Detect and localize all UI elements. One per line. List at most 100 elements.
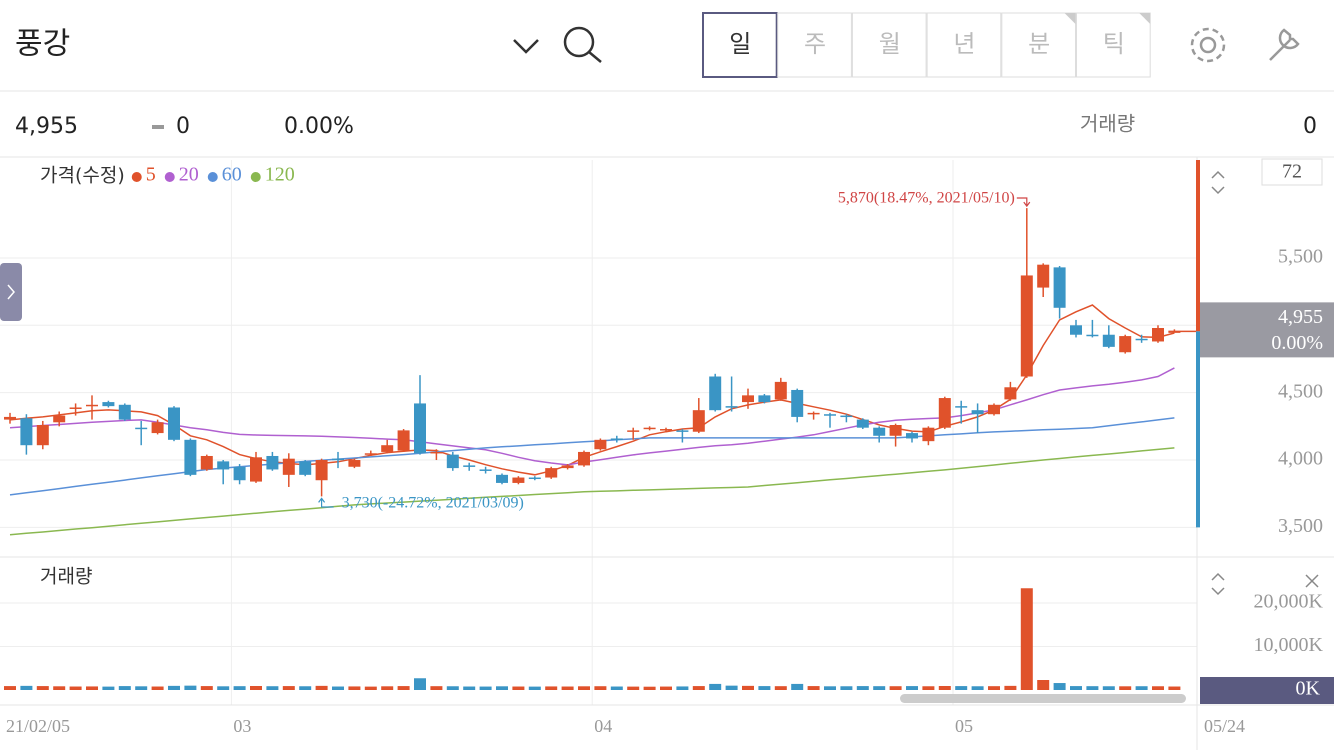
candle-body (135, 427, 148, 430)
volume-bar (725, 685, 738, 690)
high-annotation: 5,870(18.47%, 2021/05/10) (838, 190, 1015, 207)
scale-toggle[interactable] (1211, 170, 1225, 195)
moving-average-line (9, 304, 1175, 476)
candle-body (807, 412, 820, 415)
volume-bar (266, 686, 279, 690)
candle-body (20, 418, 33, 446)
candle-body (315, 460, 328, 481)
candle-body (414, 403, 426, 454)
candle-body (1152, 327, 1164, 342)
volume-bar (1053, 683, 1066, 690)
candle-body (578, 451, 590, 466)
candle-body (1037, 264, 1050, 288)
x-tick-label: 03 (233, 716, 251, 736)
volume-zero-box (1200, 677, 1334, 704)
volume-bar (1135, 686, 1148, 690)
volume-bar (364, 686, 377, 690)
price-range-down (1196, 331, 1200, 528)
price-change: 0 (176, 114, 190, 139)
volume-tick-label: 20,000K (1254, 591, 1324, 613)
grid (0, 160, 1197, 705)
legend-label: 5 (146, 164, 156, 186)
tab[interactable] (851, 12, 927, 78)
count-label: 72 (1282, 161, 1302, 183)
close-pane[interactable] (1305, 574, 1319, 588)
tab[interactable] (926, 12, 1002, 78)
dropdown-icon[interactable] (513, 39, 539, 54)
tab-label[interactable]: 주 (804, 30, 826, 58)
candle-body (709, 376, 722, 411)
volume-bar (1070, 686, 1082, 690)
tab[interactable] (777, 12, 852, 78)
tab-label[interactable]: 일 (729, 30, 751, 58)
tool-icon[interactable] (1269, 28, 1300, 61)
legend: 가격(수정) 5 20 60 120 (40, 164, 295, 187)
volume-bar (1004, 685, 1017, 690)
candle-body (250, 457, 262, 482)
volume-bar (692, 686, 705, 690)
candle-body (676, 430, 689, 432)
side-handle[interactable] (0, 263, 22, 321)
legend-label: 20 (179, 164, 199, 186)
volume-bar (889, 686, 902, 690)
settings-icon[interactable] (1190, 27, 1226, 63)
candle-body (184, 439, 197, 475)
moving-average-line (9, 447, 1175, 536)
volume-bar (988, 686, 1000, 690)
volume-bar (660, 686, 672, 690)
candle-body (955, 406, 968, 408)
candle-body (446, 454, 459, 469)
plot (4, 208, 1181, 690)
volume-bar (315, 685, 328, 690)
volume-bar (20, 685, 33, 690)
volume-value: 0 (1303, 114, 1317, 139)
volume-bar (906, 686, 918, 690)
count-box[interactable] (1261, 158, 1323, 186)
volume-bar (479, 686, 492, 690)
scrollbar[interactable] (900, 694, 1186, 703)
volume-bar (463, 686, 476, 690)
price-tag (1200, 302, 1334, 358)
volume-bar (791, 683, 804, 690)
candle-body (528, 477, 541, 480)
volume-bar (381, 686, 394, 690)
x-tick-label: 05/24 (1204, 716, 1245, 736)
tab-label[interactable]: 틱 (1103, 30, 1125, 58)
volume-bar (840, 686, 853, 690)
volume-bar (135, 686, 148, 690)
scale-toggle[interactable] (1211, 572, 1225, 596)
volume-bar (774, 686, 787, 690)
flat-icon (152, 125, 164, 129)
volume-bar (938, 686, 951, 690)
candle-body (479, 469, 492, 471)
candle-body (430, 451, 443, 454)
candle-body (496, 474, 508, 483)
volume-bar (184, 685, 197, 690)
candle-body (397, 430, 410, 451)
stock-title: 풍강 (15, 27, 70, 62)
candle-body (610, 438, 623, 440)
volume-bar (709, 683, 722, 690)
candle-body (348, 460, 361, 467)
tab[interactable] (1001, 12, 1076, 78)
candle-body (758, 395, 771, 403)
tab[interactable] (1076, 12, 1151, 78)
candle-body (725, 406, 738, 408)
legend-label: 60 (222, 164, 242, 186)
tab-label[interactable]: 월 (879, 30, 901, 58)
tab-label[interactable]: 분 (1028, 30, 1050, 58)
volume-pane-title: 거래량 (40, 566, 92, 588)
candle-body (643, 427, 656, 430)
volume-bar (807, 686, 820, 690)
volume-bar (446, 686, 459, 690)
volume-bar (69, 686, 82, 690)
search-icon[interactable] (563, 26, 602, 63)
volume-bar (1086, 686, 1099, 690)
tab[interactable] (702, 12, 778, 78)
volume-bar (873, 686, 886, 690)
volume-bar (955, 686, 968, 690)
volume-bar (168, 685, 180, 690)
tab-label[interactable]: 년 (953, 30, 975, 58)
candle-body (217, 461, 230, 470)
